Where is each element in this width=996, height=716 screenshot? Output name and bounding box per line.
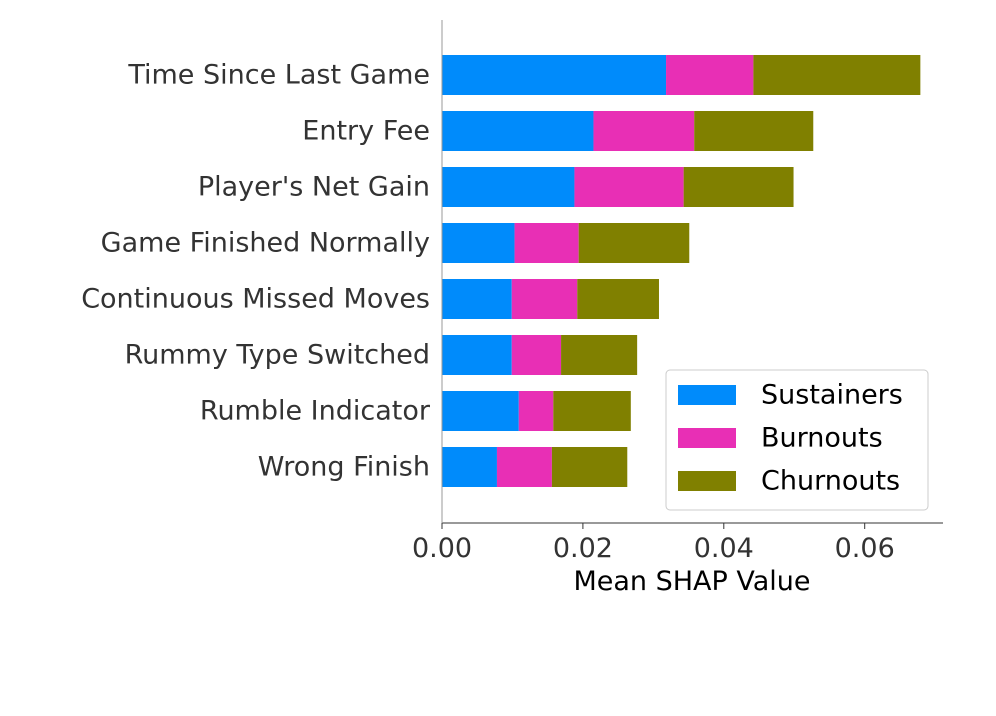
category-label: Player's Net Gain (198, 172, 430, 203)
bar-burnouts-5 (511, 335, 562, 375)
legend-label-burnouts: Burnouts (761, 423, 883, 454)
legend-label-sustainers: Sustainers (761, 380, 903, 411)
bar-sustainers-7 (442, 447, 497, 487)
legend-swatch-burnouts (678, 428, 736, 448)
x-tick-label: 0.06 (835, 533, 895, 564)
category-label: Rumble Indicator (200, 396, 431, 427)
bar-sustainers-5 (442, 335, 512, 375)
bar-churnouts-1 (694, 111, 814, 151)
bar-burnouts-6 (518, 391, 554, 431)
category-label: Time Since Last Game (127, 60, 430, 91)
bar-burnouts-3 (514, 223, 579, 263)
bar-churnouts-4 (577, 279, 659, 319)
legend-swatch-sustainers (678, 385, 736, 405)
bar-sustainers-3 (442, 223, 515, 263)
legend: Sustainers Burnouts Churnouts (665, 369, 929, 511)
bar-burnouts-7 (496, 447, 552, 487)
category-label: Rummy Type Switched (125, 340, 430, 371)
bar-churnouts-6 (553, 391, 631, 431)
category-label: Game Finished Normally (101, 228, 430, 259)
legend-label-churnouts: Churnouts (761, 466, 900, 497)
x-tick-label: 0.00 (412, 533, 472, 564)
bars-layer (442, 55, 921, 487)
bar-burnouts-0 (666, 55, 754, 95)
category-labels: Time Since Last Game Entry Fee Player's Ne… (81, 60, 431, 483)
category-label: Wrong Finish (258, 452, 430, 483)
category-label: Continuous Missed Moves (81, 284, 430, 315)
bar-churnouts-2 (683, 167, 794, 207)
bar-churnouts-5 (561, 335, 638, 375)
x-axis: 0.00 0.02 0.04 0.06 (412, 522, 943, 564)
bar-sustainers-4 (442, 279, 512, 319)
bar-burnouts-1 (593, 111, 695, 151)
x-axis-title: Mean SHAP Value (573, 566, 810, 597)
bar-churnouts-3 (578, 223, 690, 263)
bar-churnouts-7 (551, 447, 628, 487)
category-label: Entry Fee (302, 116, 430, 147)
bar-burnouts-2 (574, 167, 684, 207)
bar-sustainers-2 (442, 167, 575, 207)
x-tick-label: 0.02 (553, 533, 613, 564)
x-tick-label: 0.04 (694, 533, 754, 564)
legend-swatch-churnouts (678, 471, 736, 491)
bar-sustainers-1 (442, 111, 594, 151)
bar-churnouts-0 (753, 55, 921, 95)
bar-sustainers-6 (442, 391, 519, 431)
bar-sustainers-0 (442, 55, 667, 95)
bar-burnouts-4 (511, 279, 578, 319)
